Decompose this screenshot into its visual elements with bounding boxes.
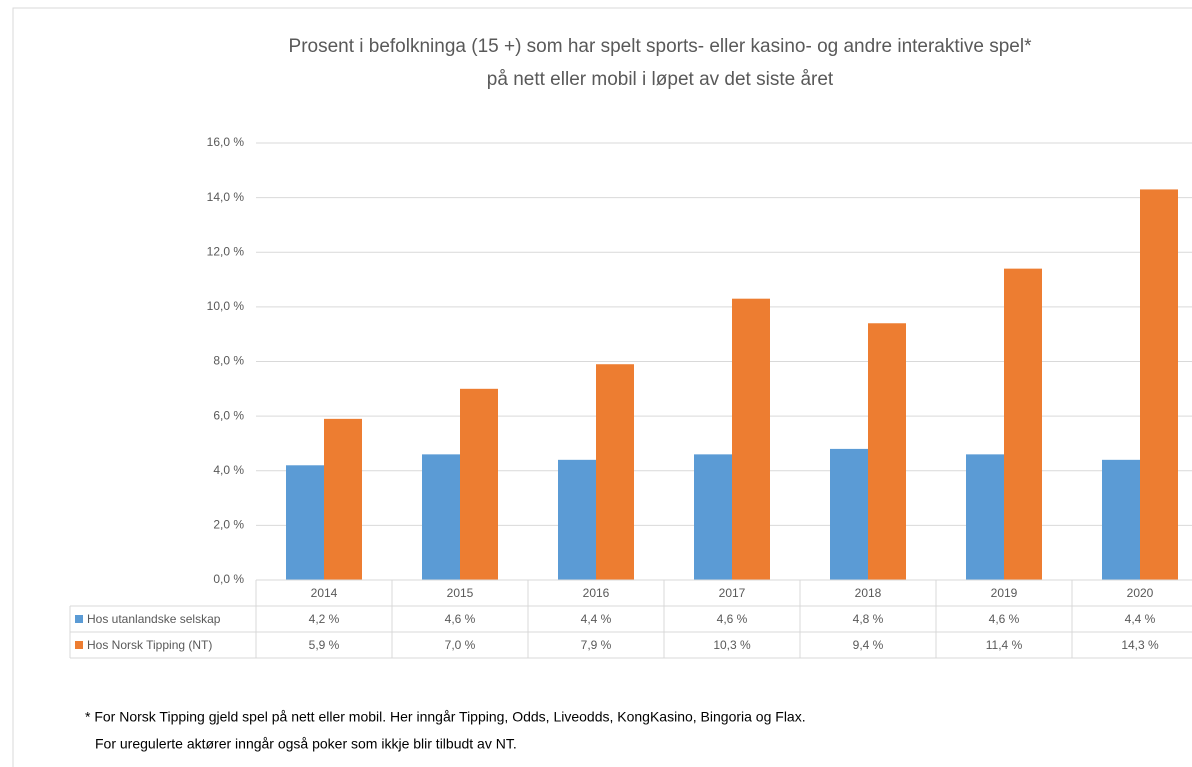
chart-title: på nett eller mobil i løpet av det siste… [487, 69, 834, 90]
x-tick-label: 2019 [991, 586, 1018, 600]
data-label: 4,6 % [717, 612, 748, 626]
bar [694, 454, 732, 580]
bar [966, 454, 1004, 580]
y-tick-label: 4,0 % [213, 463, 244, 477]
data-label: 4,4 % [1125, 612, 1156, 626]
legend-swatch [75, 641, 83, 649]
data-label: 4,6 % [445, 612, 476, 626]
data-label: 7,9 % [581, 638, 612, 652]
y-tick-label: 2,0 % [213, 518, 244, 532]
data-label: 7,0 % [445, 638, 476, 652]
legend-label: Hos Norsk Tipping (NT) [87, 638, 212, 652]
x-tick-label: 2018 [855, 586, 882, 600]
bar [732, 298, 770, 580]
bar [422, 454, 460, 580]
bar [460, 388, 498, 580]
data-label: 9,4 % [853, 638, 884, 652]
x-tick-label: 2016 [583, 586, 610, 600]
bar [1140, 189, 1178, 580]
bar [830, 448, 868, 580]
data-label: 14,3 % [1121, 638, 1159, 652]
data-label: 4,4 % [581, 612, 612, 626]
data-label: 4,8 % [853, 612, 884, 626]
y-tick-label: 16,0 % [207, 135, 245, 149]
bar [868, 323, 906, 580]
x-tick-label: 2014 [311, 586, 338, 600]
y-tick-label: 14,0 % [207, 190, 245, 204]
y-tick-label: 8,0 % [213, 354, 244, 368]
bar [324, 418, 362, 580]
y-tick-label: 0,0 % [213, 572, 244, 586]
data-label: 10,3 % [713, 638, 751, 652]
bar [558, 459, 596, 580]
legend-label: Hos utanlandske selskap [87, 612, 221, 626]
x-tick-label: 2017 [719, 586, 746, 600]
bar [596, 364, 634, 580]
data-label: 5,9 % [309, 638, 340, 652]
y-tick-label: 12,0 % [207, 244, 245, 258]
chart-frame [12, 7, 1192, 767]
data-label: 4,2 % [309, 612, 340, 626]
data-label: 4,6 % [989, 612, 1020, 626]
chart-title: Prosent i befolkninga (15 +) som har spe… [289, 36, 1033, 57]
footnote: For uregulerte aktører inngår også poker… [95, 736, 517, 752]
data-label: 11,4 % [986, 638, 1023, 652]
y-tick-label: 6,0 % [213, 408, 244, 422]
x-tick-label: 2015 [447, 586, 474, 600]
legend-swatch [75, 615, 83, 623]
bar [1004, 268, 1042, 580]
bar [286, 465, 324, 580]
footnote: * For Norsk Tipping gjeld spel på nett e… [85, 709, 806, 725]
x-tick-label: 2020 [1127, 586, 1154, 600]
y-tick-label: 10,0 % [207, 299, 245, 313]
bar [1102, 459, 1140, 580]
